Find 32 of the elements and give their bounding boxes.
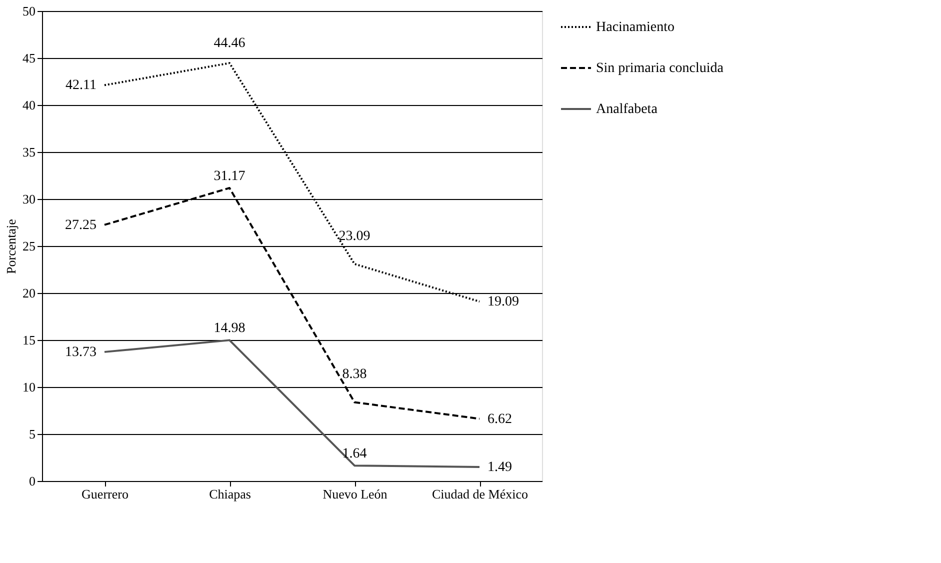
x-tick-label: Guerrero <box>82 486 128 502</box>
y-tick-label: 50 <box>22 4 36 18</box>
data-label: 44.46 <box>214 36 246 52</box>
data-label: 6.62 <box>488 412 512 427</box>
x-tick-label: Chiapas <box>209 486 251 502</box>
y-tick-label: 45 <box>22 50 36 66</box>
data-label: 31.17 <box>214 169 246 184</box>
data-label: 27.25 <box>65 218 96 233</box>
y-tick-label: 40 <box>22 98 36 112</box>
data-label: 19.09 <box>488 294 519 310</box>
y-tick-label: 30 <box>22 192 36 206</box>
y-tick-label: 15 <box>22 332 36 348</box>
data-label: 23.09 <box>338 228 370 244</box>
y-tick-label: 35 <box>22 144 36 160</box>
data-label: 14.98 <box>214 321 246 336</box>
x-tick-label: Nuevo León <box>322 486 388 502</box>
y-tick-label: 25 <box>22 238 36 254</box>
x-tick-label: Ciudad de México <box>432 486 528 502</box>
legend-label: Sin primaria concluida <box>596 61 724 76</box>
y-tick-label: 20 <box>22 286 36 300</box>
data-label: 13.73 <box>65 344 96 360</box>
legend-label: Analfabeta <box>596 102 658 117</box>
y-tick-label: 0 <box>29 474 36 488</box>
y-tick-label: 10 <box>22 380 36 394</box>
legend-label: Hacinamiento <box>596 20 675 35</box>
line-series <box>104 339 480 468</box>
data-label: 42.11 <box>66 78 96 94</box>
data-label: 1.49 <box>488 460 512 475</box>
y-axis-title: Porcentaje <box>4 218 18 274</box>
data-label: 1.64 <box>342 446 367 462</box>
y-tick-label: 5 <box>29 426 36 442</box>
data-label: 8.38 <box>342 367 367 382</box>
